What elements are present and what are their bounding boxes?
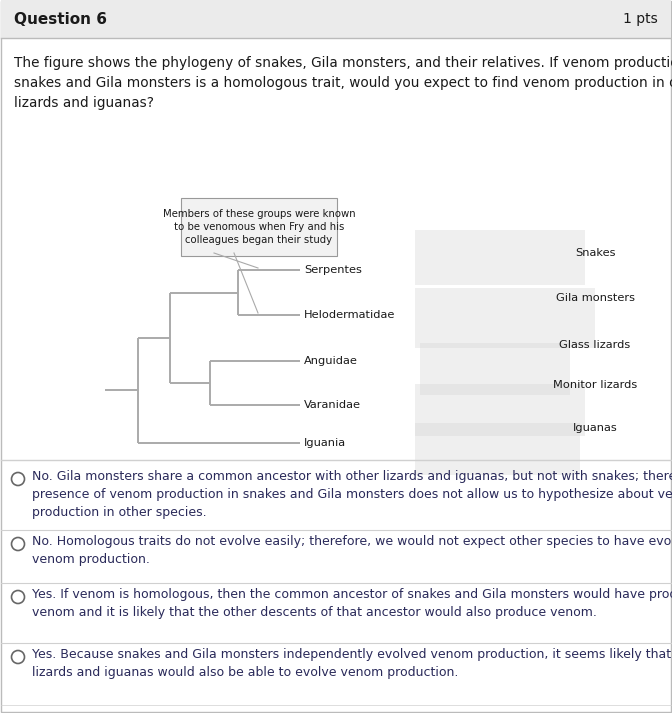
FancyBboxPatch shape [415,288,595,348]
FancyBboxPatch shape [415,384,585,436]
Text: Helodermatidae: Helodermatidae [304,310,395,320]
Text: Snakes: Snakes [575,248,616,258]
Text: Monitor lizards: Monitor lizards [553,380,637,390]
Text: Yes. Because snakes and Gila monsters independently evolved venom production, it: Yes. Because snakes and Gila monsters in… [32,648,672,679]
Text: Iguania: Iguania [304,438,346,448]
Text: No. Gila monsters share a common ancestor with other lizards and iguanas, but no: No. Gila monsters share a common ancesto… [32,470,672,519]
Text: Gila monsters: Gila monsters [556,293,634,303]
FancyBboxPatch shape [420,343,570,395]
FancyBboxPatch shape [415,423,580,475]
Text: The figure shows the phylogeny of snakes, Gila monsters, and their relatives. If: The figure shows the phylogeny of snakes… [14,56,672,110]
Text: Iguanas: Iguanas [573,423,618,433]
Text: Varanidae: Varanidae [304,400,361,410]
Text: Question 6: Question 6 [14,11,107,26]
Text: No. Homologous traits do not evolve easily; therefore, we would not expect other: No. Homologous traits do not evolve easi… [32,535,672,566]
Text: Glass lizards: Glass lizards [559,340,630,350]
Text: 1 pts: 1 pts [623,12,658,26]
Text: Members of these groups were known
to be venomous when Fry and his
colleagues be: Members of these groups were known to be… [163,209,355,245]
Text: Yes. If venom is homologous, then the common ancestor of snakes and Gila monster: Yes. If venom is homologous, then the co… [32,588,672,619]
Text: Serpentes: Serpentes [304,265,362,275]
Text: Anguidae: Anguidae [304,356,358,366]
FancyBboxPatch shape [1,0,671,38]
FancyBboxPatch shape [415,230,585,285]
FancyBboxPatch shape [181,198,337,256]
